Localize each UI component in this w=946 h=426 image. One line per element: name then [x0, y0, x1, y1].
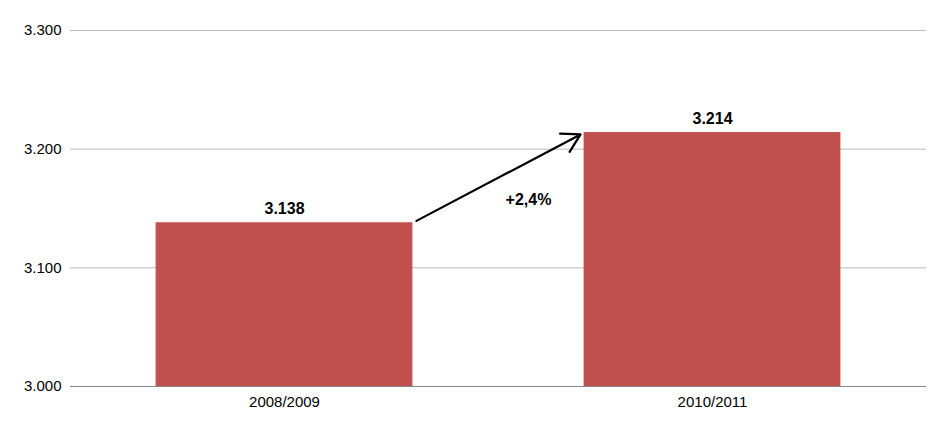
svg-text:3.300: 3.300 — [24, 21, 62, 38]
svg-text:2010/2011: 2010/2011 — [678, 393, 748, 410]
svg-text:3.000: 3.000 — [24, 377, 62, 394]
svg-text:3.138: 3.138 — [264, 200, 304, 217]
svg-text:3.100: 3.100 — [24, 259, 62, 276]
svg-text:+2,4%: +2,4% — [506, 191, 552, 208]
svg-text:2008/2009: 2008/2009 — [249, 393, 320, 410]
svg-text:3.214: 3.214 — [692, 110, 732, 127]
svg-text:3.200: 3.200 — [24, 140, 62, 157]
